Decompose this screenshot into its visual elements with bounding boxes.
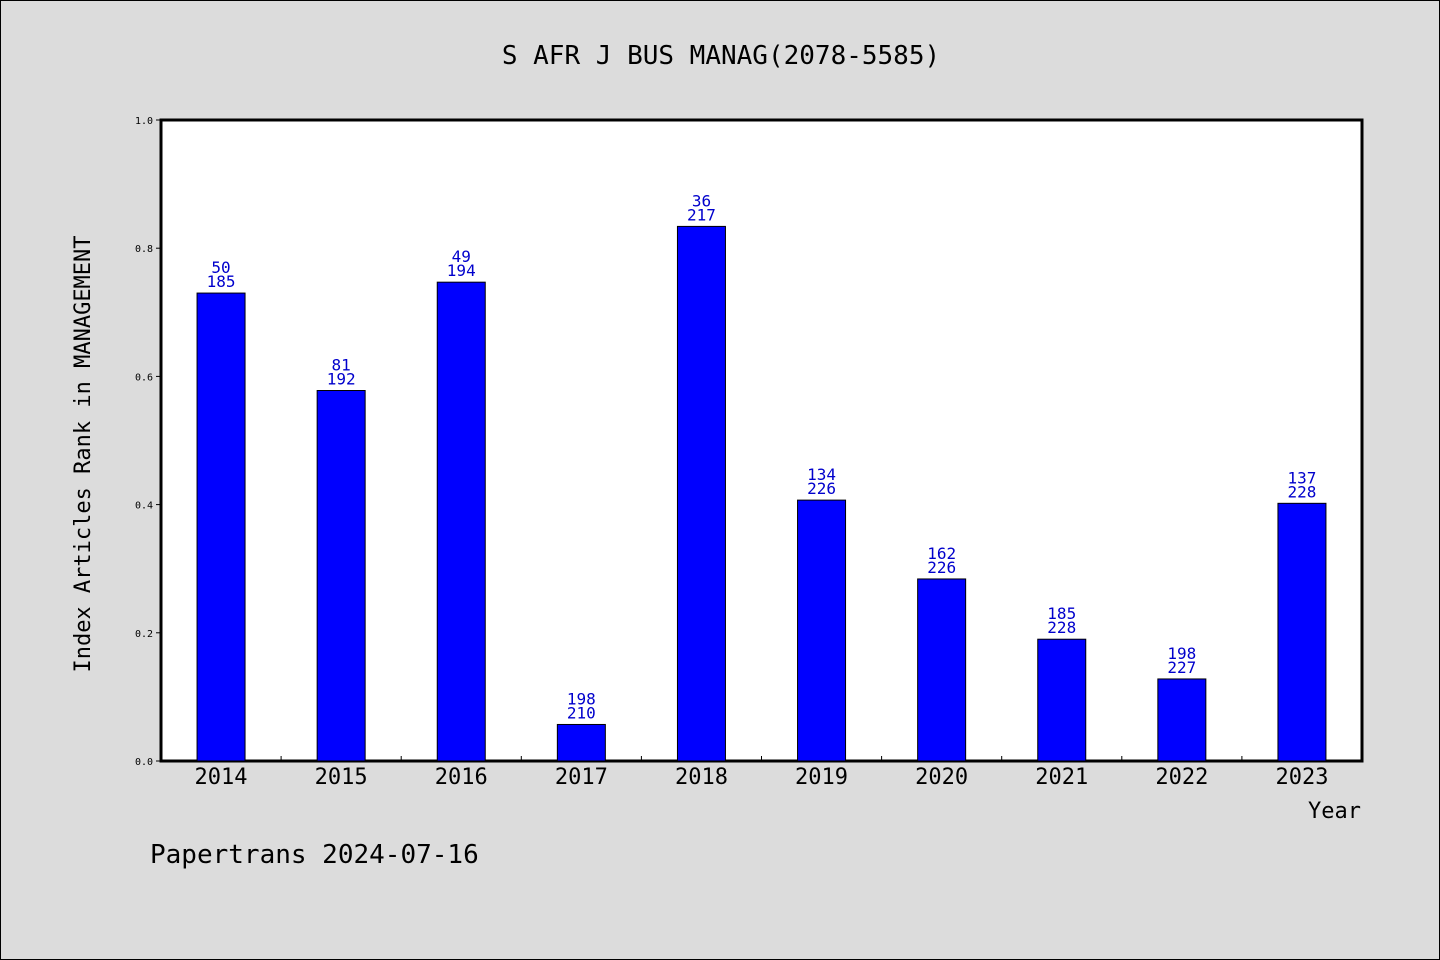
bar-total-label: 226 [927, 558, 956, 577]
bar-series [196, 225, 1327, 762]
x-tick-label: 2014 [195, 765, 248, 790]
bar-rank-label: 198 [1167, 644, 1196, 663]
bar-total-label: 194 [447, 261, 476, 280]
bar-total-label: 226 [807, 479, 836, 498]
bar-total-label: 228 [1287, 482, 1316, 501]
y-tick-label: 1.0 [135, 116, 153, 127]
bar-2023 [1277, 502, 1327, 762]
x-tick-label: 2023 [1275, 765, 1328, 790]
y-axis-label: Index Articles Rank in MANAGEMENT [71, 235, 96, 672]
bar-2022 [1157, 678, 1207, 762]
bar-rank-label: 36 [692, 191, 711, 210]
y-tick-label: 0.6 [135, 372, 153, 383]
bar-rank-label: 50 [211, 258, 230, 277]
y-axis: 0.0 0.2 0.4 0.6 0.8 1.0 [135, 116, 161, 768]
x-tick-label: 2021 [1035, 765, 1088, 790]
bar-2019 [797, 499, 847, 762]
x-tick-label: 2020 [915, 765, 968, 790]
x-axis-label: Year [1308, 799, 1361, 824]
bar-2014 [196, 292, 246, 762]
bar-rank-label: 162 [927, 544, 956, 563]
bar-2021 [1037, 638, 1087, 762]
x-tick-label: 2016 [435, 765, 488, 790]
bar-total-label: 228 [1047, 618, 1076, 637]
x-tick-label: 2018 [675, 765, 728, 790]
x-tick-label: 2017 [555, 765, 608, 790]
x-tick-label: 2022 [1155, 765, 1208, 790]
bar-rank-label: 49 [452, 247, 471, 266]
bar-rank-label: 134 [807, 465, 836, 484]
bar-rank-label: 137 [1287, 468, 1316, 487]
bar-total-label: 217 [687, 205, 716, 224]
bar-2015 [316, 390, 366, 762]
y-tick-label: 0.4 [135, 501, 153, 512]
bar-2016 [436, 281, 486, 762]
y-tick-label: 0.0 [135, 757, 153, 768]
bar-total-label: 192 [327, 370, 356, 389]
bar-total-label: 185 [207, 272, 236, 291]
y-tick-label: 0.8 [135, 244, 153, 255]
x-axis: 2014 2015 2016 2017 2018 2019 2020 2021 2022 2023 [195, 756, 1328, 790]
bar-2017 [556, 723, 606, 762]
y-tick-label: 0.2 [135, 629, 153, 640]
bar-rank-label: 81 [332, 356, 351, 375]
bar-total-label: 210 [567, 703, 596, 722]
x-tick-label: 2015 [315, 765, 368, 790]
footer-text: Papertrans 2024-07-16 [150, 840, 479, 870]
bar-rank-label: 198 [567, 689, 596, 708]
bar-total-label: 227 [1167, 658, 1196, 677]
bar-labels: 5018581192491941982103621713422616222618… [207, 191, 1317, 722]
bar-2020 [917, 578, 967, 762]
chart-title: S AFR J BUS MANAG(2078-5585) [502, 41, 940, 71]
bar-2018 [676, 225, 726, 762]
x-tick-label: 2019 [795, 765, 848, 790]
bar-rank-label: 185 [1047, 604, 1076, 623]
